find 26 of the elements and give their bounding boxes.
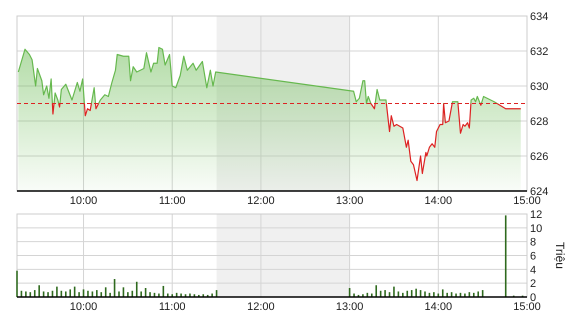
x-tick-label: 14:00 — [424, 301, 452, 313]
y-tick-label: 626 — [530, 151, 548, 163]
x-tick-label: 13:00 — [336, 195, 364, 207]
x-tick-label: 13:00 — [336, 301, 364, 313]
x-tick-label: 15:00 — [513, 195, 541, 207]
y-tick-label: 624 — [530, 186, 548, 198]
y-tick-label: 634 — [530, 11, 548, 23]
y-axis-title: Triệu — [553, 242, 567, 269]
x-tick-label: 10:00 — [70, 301, 98, 313]
y-tick-label: 632 — [530, 46, 548, 58]
x-tick-label: 12:00 — [247, 301, 275, 313]
x-tick-label: 15:00 — [513, 301, 541, 313]
y-tick-label: 8 — [530, 236, 536, 249]
y-tick-label: 0 — [530, 292, 536, 304]
y-tick-label: 2 — [530, 278, 536, 290]
x-tick-label: 12:00 — [247, 195, 275, 207]
y-tick-label: 12 — [530, 209, 542, 221]
y-tick-label: 628 — [530, 116, 548, 128]
y-tick-label: 4 — [530, 264, 536, 276]
x-tick-label: 11:00 — [158, 301, 186, 313]
x-tick-label: 10:00 — [70, 195, 98, 207]
x-tick-label: 14:00 — [424, 195, 452, 207]
x-tick-label: 11:00 — [158, 195, 186, 207]
y-tick-label: 6 — [530, 250, 536, 262]
y-tick-label: 10 — [530, 222, 542, 235]
y-tick-label: 630 — [530, 81, 548, 93]
